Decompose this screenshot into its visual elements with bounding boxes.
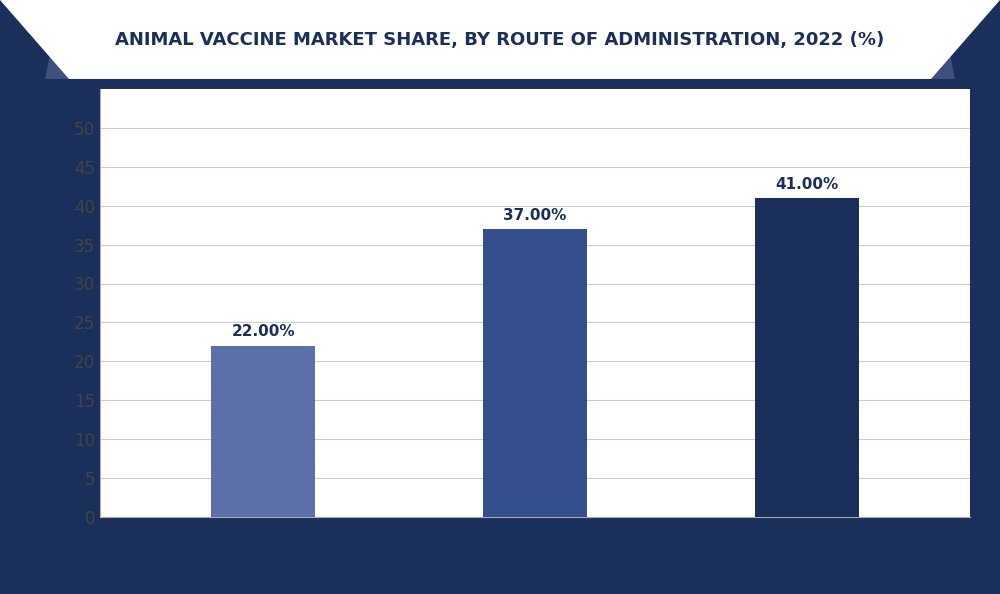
Polygon shape (900, 0, 1000, 80)
Polygon shape (0, 0, 1000, 80)
Polygon shape (0, 0, 100, 80)
Bar (483, 229, 587, 517)
Text: 22.00%: 22.00% (231, 324, 295, 340)
Text: 37.00%: 37.00% (503, 208, 567, 223)
Polygon shape (45, 0, 130, 80)
Bar (755, 198, 859, 517)
Text: 41.00%: 41.00% (775, 177, 838, 192)
Text: ANIMAL VACCINE MARKET SHARE, BY ROUTE OF ADMINISTRATION, 2022 (%): ANIMAL VACCINE MARKET SHARE, BY ROUTE OF… (115, 31, 885, 49)
Text: © PRECEDENCE RESEARCH: © PRECEDENCE RESEARCH (798, 563, 970, 576)
Bar (211, 346, 315, 517)
Polygon shape (870, 0, 955, 80)
